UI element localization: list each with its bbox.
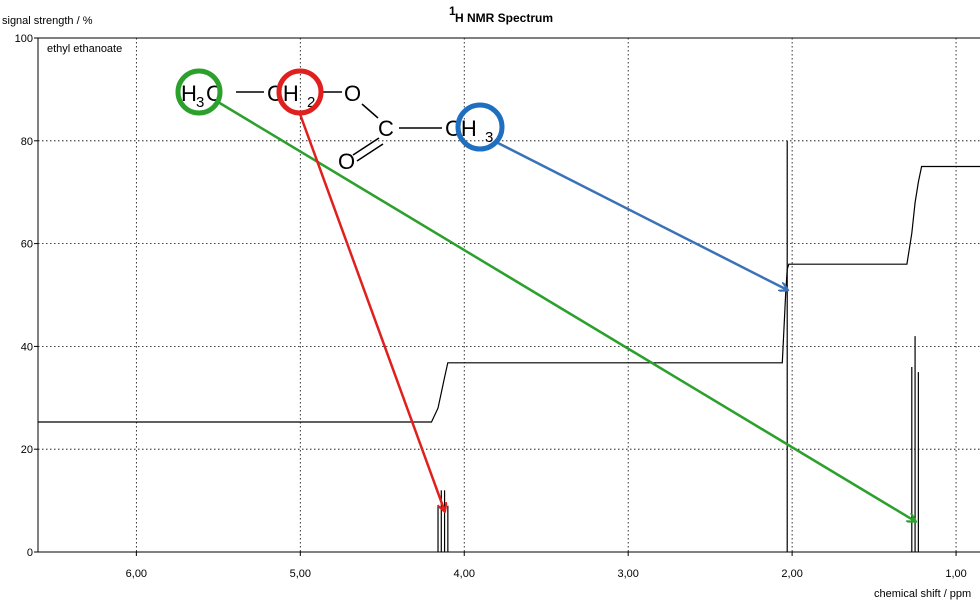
atom-o-carbonyl: O <box>338 149 355 174</box>
y-tick-label: 0 <box>27 547 33 559</box>
y-tick-label: 20 <box>21 444 33 456</box>
highlight-circle-red <box>276 68 324 116</box>
y-axis-label: signal strength / % <box>2 15 93 27</box>
sample-label: ethyl ethanoate <box>47 43 122 55</box>
arrow-ch2 <box>298 113 445 511</box>
atom-ch2-2: 2 <box>307 94 315 111</box>
x-axis-label: chemical shift / ppm <box>874 588 971 600</box>
grid <box>38 38 980 552</box>
integration-curve <box>38 165 980 423</box>
sample-label-bg <box>44 41 132 55</box>
y-ticks: 0 20 40 60 80 100 <box>15 33 38 559</box>
x-tick-label: 5,00 <box>290 568 311 580</box>
x-tick-label: 6,00 <box>126 568 147 580</box>
y-tick-label: 60 <box>21 239 33 251</box>
x-tick-label: 4,00 <box>454 568 475 580</box>
bond-4b <box>356 143 384 162</box>
highlight-circle-blue <box>455 102 505 152</box>
structure-formula: H 3 C CH 2 O C O CH 3 <box>181 81 493 174</box>
x-tick-label: 2,00 <box>781 568 802 580</box>
arrow-ethyl-ch3 <box>217 100 915 521</box>
atom-h3c-h: H <box>181 81 197 106</box>
y-tick-label: 100 <box>15 33 33 45</box>
arrow-acetyl-ch3 <box>497 141 787 290</box>
atom-h3c-3: 3 <box>196 94 204 111</box>
bond-4a <box>352 137 380 156</box>
x-tick-label: 3,00 <box>617 568 638 580</box>
x-ticks: 6,00 5,00 4,00 3,00 2,00 1,00 <box>126 552 967 580</box>
atom-ch3-3: 3 <box>485 129 493 146</box>
chart-title: H NMR Spectrum <box>455 11 553 25</box>
atom-c-carbonyl: C <box>378 116 394 141</box>
highlight-circle-green <box>175 68 223 116</box>
y-tick-label: 40 <box>21 341 33 353</box>
chart-title-sup: 1 <box>449 4 456 18</box>
y-tick-label: 80 <box>21 136 33 148</box>
x-tick-label: 1,00 <box>945 568 966 580</box>
bond-3 <box>361 103 379 119</box>
atom-o-ether: O <box>344 81 361 106</box>
